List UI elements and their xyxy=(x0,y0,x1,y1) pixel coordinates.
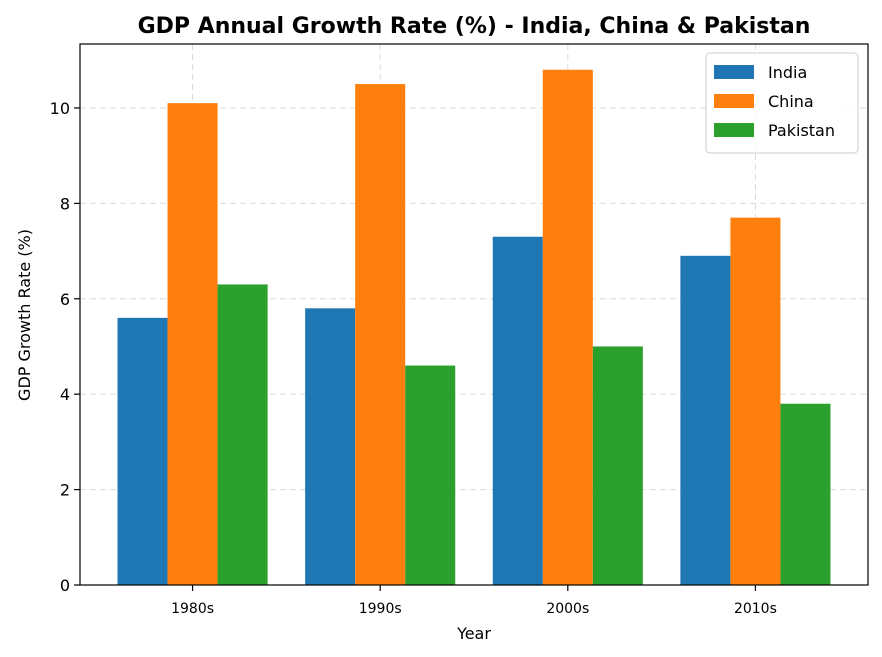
y-tick-label: 4 xyxy=(60,385,70,404)
bars-layer xyxy=(117,69,831,586)
y-axis-label: GDP Growth Rate (%) xyxy=(15,229,34,401)
y-tick-label: 10 xyxy=(50,99,70,118)
bar-pakistan-1990s xyxy=(405,365,456,585)
bar-india-2000s xyxy=(492,236,543,585)
x-tick-label: 1980s xyxy=(171,601,214,617)
legend-label-india: India xyxy=(768,63,807,82)
bar-pakistan-2000s xyxy=(592,346,643,585)
bar-india-1980s xyxy=(117,317,168,585)
bar-china-1990s xyxy=(355,84,406,586)
bar-pakistan-2010s xyxy=(780,403,831,585)
bar-india-1990s xyxy=(305,308,356,585)
chart-title: GDP Annual Growth Rate (%) - India, Chin… xyxy=(138,14,811,39)
x-axis-label: Year xyxy=(456,624,491,643)
x-tick-label: 1990s xyxy=(359,601,402,617)
bar-india-2010s xyxy=(680,255,731,585)
legend-label-china: China xyxy=(768,92,814,111)
x-axis: 1980s 1990s 2000s 2010s xyxy=(171,585,777,617)
plot-frame xyxy=(79,43,869,586)
y-axis: 0 2 4 6 8 10 xyxy=(50,99,80,595)
y-tick-label: 2 xyxy=(60,481,70,500)
legend-swatch-india xyxy=(714,65,754,79)
y-tick-label: 0 xyxy=(60,576,70,595)
bar-china-2010s xyxy=(730,217,781,585)
x-tick-label: 2010s xyxy=(734,601,777,617)
bar-china-2000s xyxy=(542,69,593,585)
legend-label-pakistan: Pakistan xyxy=(768,121,835,140)
bar-pakistan-1980s xyxy=(217,284,268,585)
y-tick-label: 8 xyxy=(60,194,70,213)
x-tick-label: 2000s xyxy=(546,601,589,617)
legend-swatch-pakistan xyxy=(714,123,754,137)
bar-china-1980s xyxy=(167,103,218,585)
legend-swatch-china xyxy=(714,94,754,108)
y-tick-label: 6 xyxy=(60,290,70,309)
legend: India China Pakistan xyxy=(705,52,859,154)
